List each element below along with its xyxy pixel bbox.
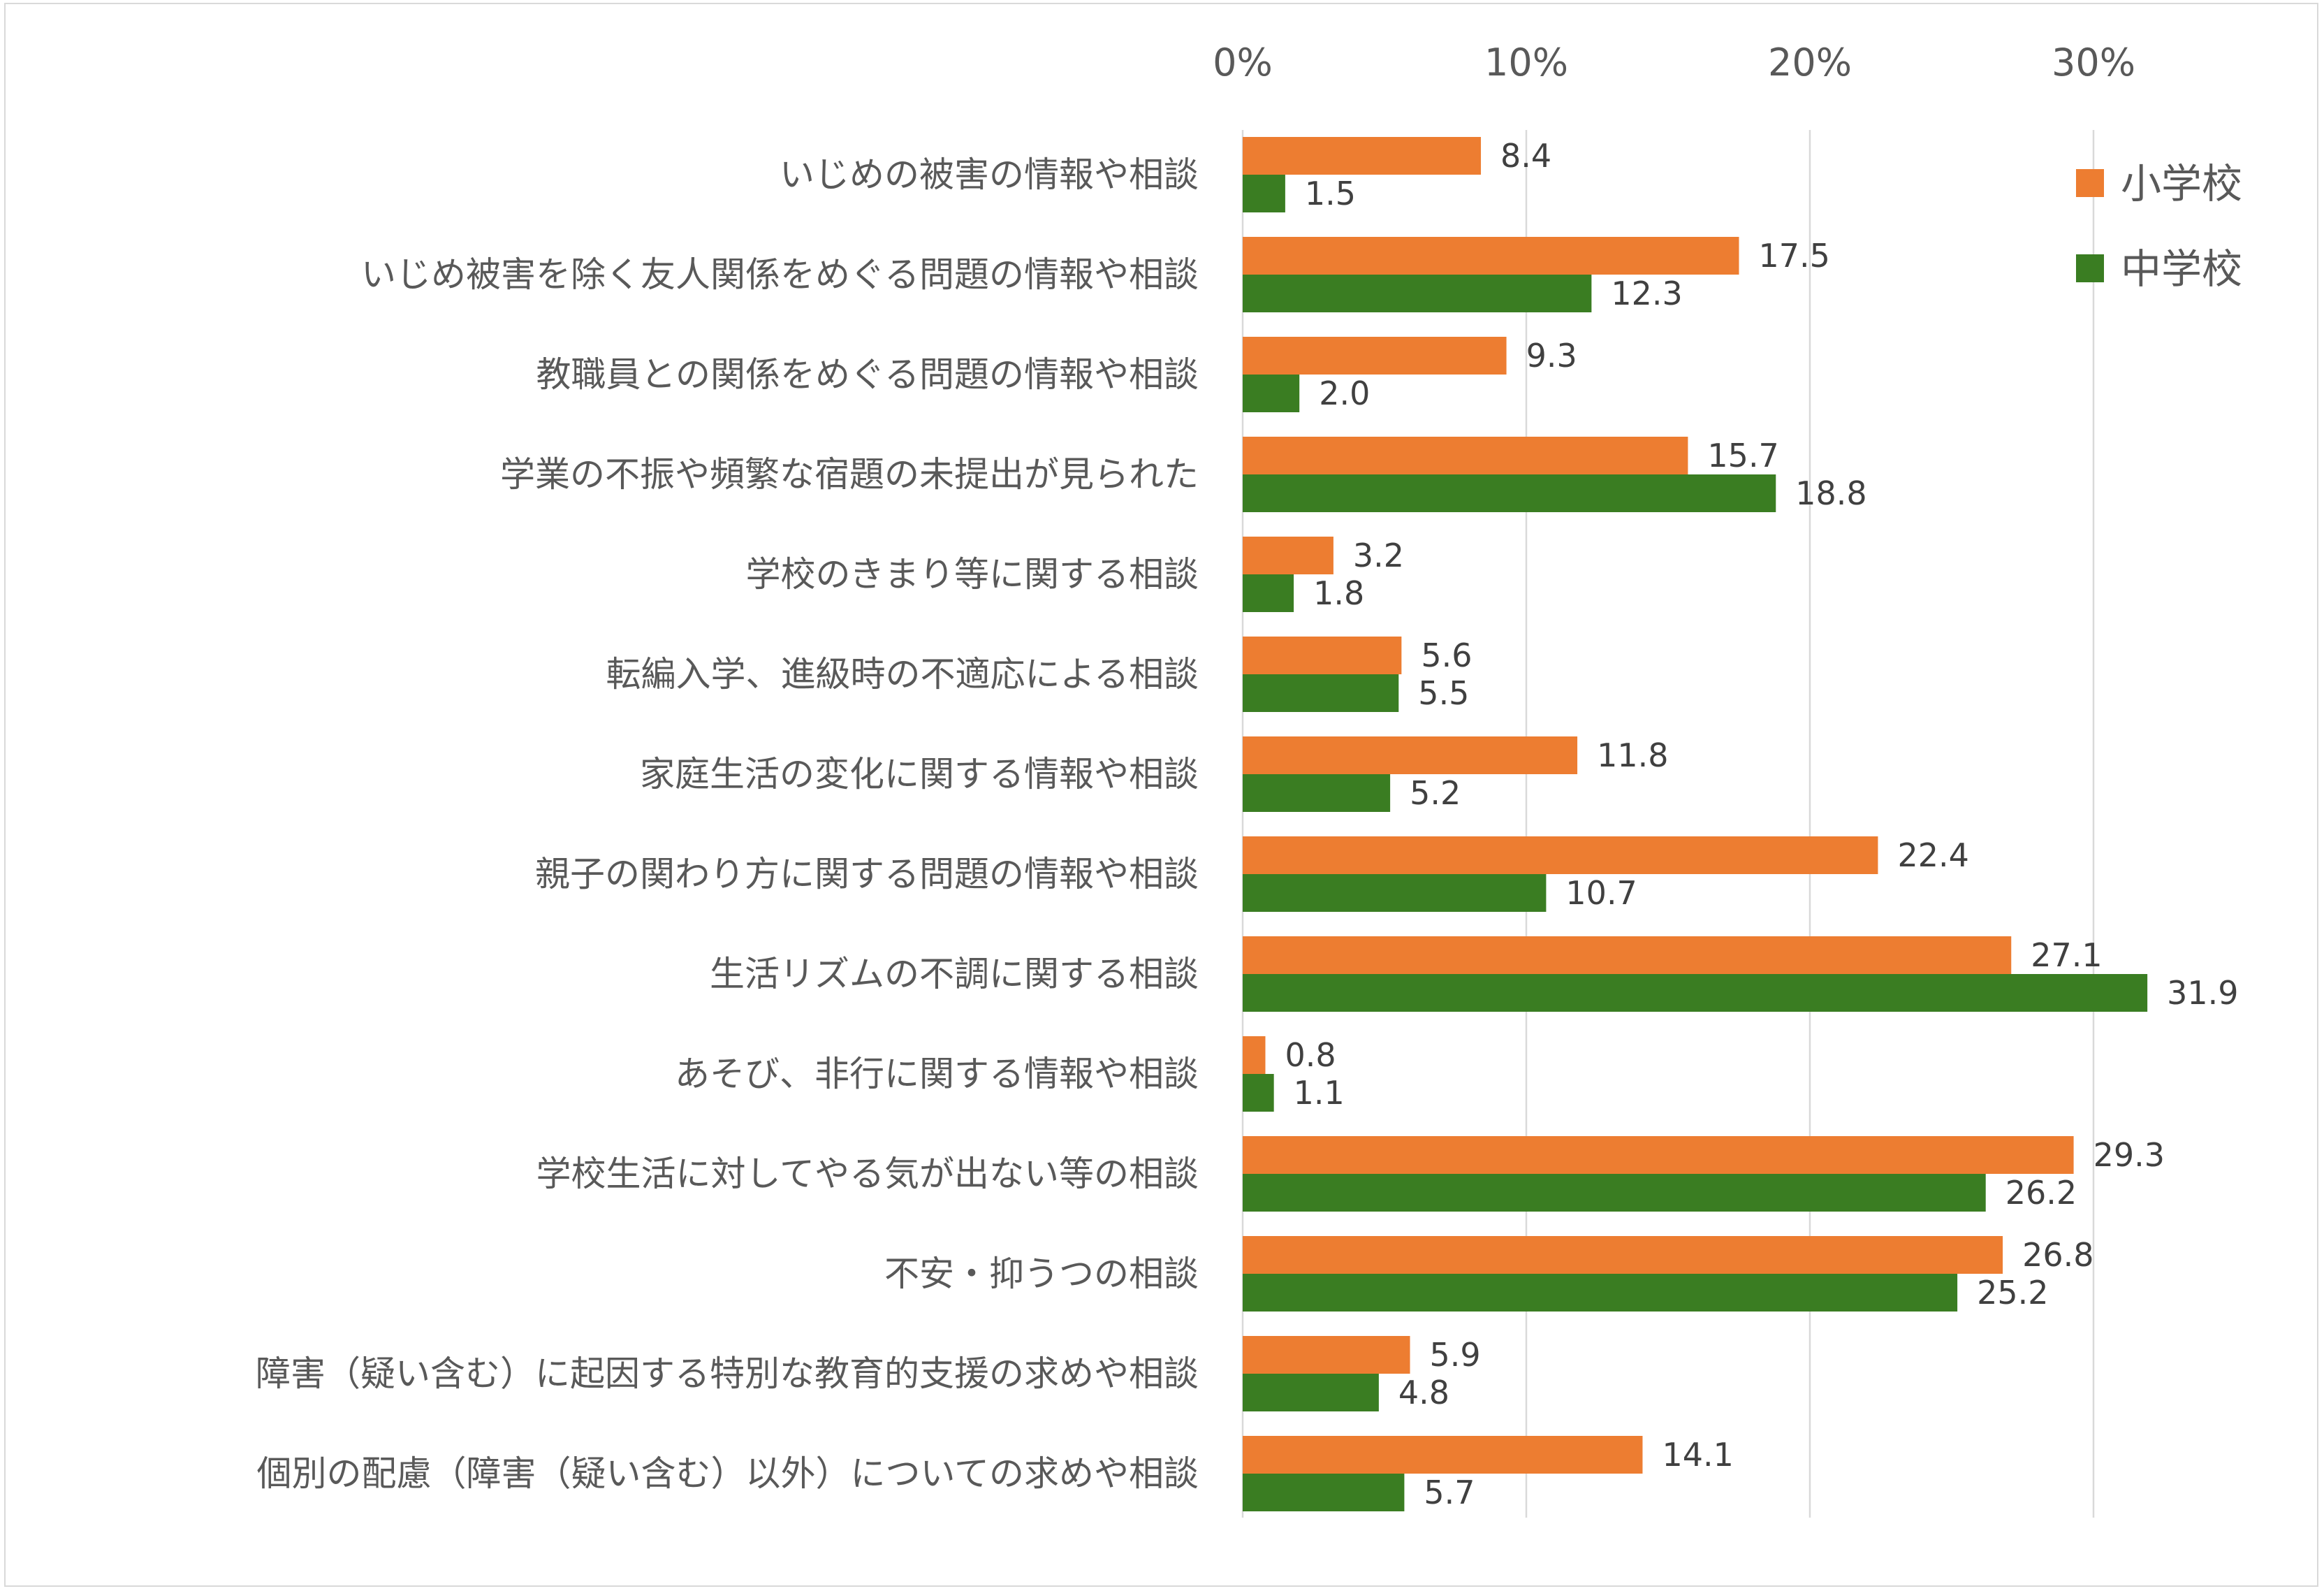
data-label: 14.1 <box>1662 1436 1733 1474</box>
bar-junior-high <box>1243 674 1399 712</box>
bar-junior-high <box>1243 175 1285 212</box>
bar-elementary <box>1243 337 1507 375</box>
data-label: 1.5 <box>1305 175 1356 212</box>
data-label: 12.3 <box>1611 275 1682 312</box>
bar-junior-high <box>1243 474 1776 512</box>
category-label: 個別の配慮（障害（疑い含む）以外）についての求めや相談 <box>257 1453 1199 1494</box>
bar-junior-high <box>1243 774 1391 812</box>
data-label: 5.5 <box>1418 674 1469 712</box>
category-label: 家庭生活の変化に関する情報や相談 <box>640 754 1199 794</box>
data-label: 3.2 <box>1353 537 1404 574</box>
bars <box>1243 137 2148 1511</box>
chart-frame <box>4 3 2318 1587</box>
category-label: 転編入学、進級時の不適応による相談 <box>606 654 1199 695</box>
bar-junior-high <box>1243 1474 1405 1511</box>
legend-label: 中学校 <box>2121 245 2242 293</box>
bar-junior-high <box>1243 275 1592 312</box>
legend-label: 小学校 <box>2121 160 2242 208</box>
data-label: 29.3 <box>2093 1136 2165 1174</box>
legend-swatch <box>2076 254 2104 282</box>
data-label: 0.8 <box>1285 1036 1336 1074</box>
category-label: あそび、非行に関する情報や相談 <box>675 1054 1199 1094</box>
category-label: 生活リズムの不調に関する相談 <box>710 954 1199 994</box>
category-label: 学業の不振や頻繁な宿題の未提出が見られた <box>500 454 1199 495</box>
category-label: 親子の関わり方に関する問題の情報や相談 <box>535 854 1199 894</box>
legend-swatch <box>2076 169 2104 197</box>
data-label: 25.2 <box>1977 1274 2048 1312</box>
bar-elementary <box>1243 537 1333 574</box>
bar-elementary <box>1243 1236 2003 1274</box>
data-label: 1.8 <box>1313 574 1364 612</box>
bar-elementary <box>1243 1136 2074 1174</box>
data-label: 18.8 <box>1795 474 1866 512</box>
category-label: 学校生活に対してやる気が出ない等の相談 <box>536 1154 1199 1194</box>
data-label: 22.4 <box>1897 836 1968 874</box>
category-label: いじめ被害を除く友人関係をめぐる問題の情報や相談 <box>361 254 1199 295</box>
bar-junior-high <box>1243 1074 1274 1112</box>
bar-elementary <box>1243 1036 1266 1074</box>
bar-junior-high <box>1243 375 1300 412</box>
bar-elementary <box>1243 1336 1410 1374</box>
data-label: 26.2 <box>2005 1174 2077 1212</box>
bar-junior-high <box>1243 574 1294 612</box>
x-tick-label: 0% <box>1213 41 1273 85</box>
x-tick-label: 10% <box>1484 41 1568 85</box>
bar-elementary <box>1243 736 1578 774</box>
data-label: 2.0 <box>1319 375 1370 412</box>
bar-elementary <box>1243 1436 1643 1474</box>
x-tick-label: 30% <box>2052 41 2135 85</box>
data-label: 1.1 <box>1294 1074 1345 1112</box>
bar-elementary <box>1243 936 2012 974</box>
x-tick-label: 20% <box>1768 41 1852 85</box>
bar-elementary <box>1243 836 1878 874</box>
data-label: 8.4 <box>1500 137 1551 175</box>
data-label: 9.3 <box>1526 337 1577 375</box>
data-label: 15.7 <box>1707 437 1778 474</box>
bar-elementary <box>1243 637 1402 674</box>
data-label: 17.5 <box>1759 237 1830 275</box>
value-labels: 8.4 1.5 17.5 12.3 9.3 2.0 15.7 18.8 3.21.8 5.65.5… <box>1285 137 2238 1511</box>
category-label: 不安・抑うつの相談 <box>884 1254 1199 1294</box>
data-label: 26.8 <box>2022 1236 2093 1274</box>
data-label: 10.7 <box>1565 874 1637 912</box>
bar-elementary <box>1243 137 1482 175</box>
bar-junior-high <box>1243 1274 1958 1312</box>
bar-elementary <box>1243 437 1688 474</box>
bar-junior-high <box>1243 874 1547 912</box>
data-label: 11.8 <box>1597 736 1668 774</box>
category-label: 障害（疑い含む）に起因する特別な教育的支援の求めや相談 <box>256 1353 1199 1394</box>
category-label: いじめの被害の情報や相談 <box>780 154 1199 195</box>
bar-elementary <box>1243 237 1739 275</box>
category-labels: いじめの被害の情報や相談いじめ被害を除く友人関係をめぐる問題の情報や相談教職員と… <box>256 154 1199 1494</box>
x-axis-tick-labels: 0% 10% 20% 30% <box>1213 41 2135 85</box>
data-label: 27.1 <box>2031 936 2102 974</box>
data-label: 4.8 <box>1398 1374 1449 1411</box>
category-label: 学校のきまり等に関する相談 <box>746 554 1199 595</box>
data-label: 31.9 <box>2167 974 2238 1012</box>
data-label: 5.2 <box>1410 774 1461 812</box>
bar-junior-high <box>1243 1174 1986 1212</box>
data-label: 5.7 <box>1424 1474 1475 1511</box>
bar-junior-high <box>1243 1374 1379 1411</box>
data-label: 5.6 <box>1421 637 1472 674</box>
bar-junior-high <box>1243 974 2148 1012</box>
data-label: 5.9 <box>1430 1336 1481 1374</box>
category-label: 教職員との関係をめぐる問題の情報や相談 <box>536 354 1199 395</box>
